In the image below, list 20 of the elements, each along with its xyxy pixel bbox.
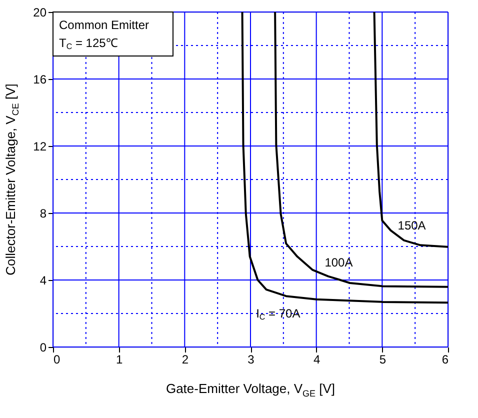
x-tick-label: 2: [182, 352, 189, 366]
line-series: [274, 12, 448, 288]
x-tick-label: 4: [313, 352, 320, 366]
x-tick-label: 1: [116, 352, 123, 366]
y-axis-title: Collector-Emitter Voltage, VCE [V]: [3, 84, 21, 276]
y-tick-label: 20: [33, 6, 47, 20]
y-tick-label: 0: [40, 340, 47, 354]
annotation: Common Emitter: [59, 18, 150, 32]
x-tick-label: 5: [379, 352, 386, 366]
y-tick-label: 12: [33, 140, 47, 154]
line-series: [373, 12, 448, 248]
x-tick-label: 6: [442, 352, 449, 366]
line-series: [241, 12, 448, 304]
annotation: 150A: [398, 218, 426, 233]
annotation: 100A: [324, 255, 353, 270]
y-tick-label: 16: [33, 72, 47, 86]
x-tick-label: 0: [54, 352, 60, 366]
x-tick-label: 3: [248, 352, 255, 366]
y-tick-label: 8: [40, 206, 47, 220]
y-tick-label: 4: [40, 274, 47, 288]
